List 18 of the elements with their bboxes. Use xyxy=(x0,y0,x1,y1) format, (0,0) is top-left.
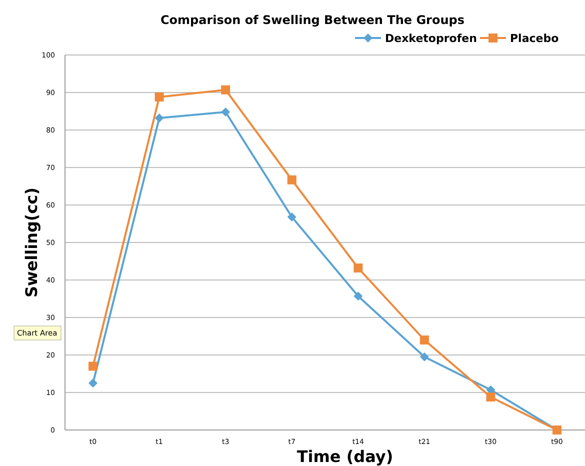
legend-label: Placebo xyxy=(510,32,560,45)
point xyxy=(354,292,363,301)
chart-title: Comparison of Swelling Between The Groups xyxy=(160,13,464,27)
point xyxy=(486,392,496,402)
point xyxy=(221,85,230,94)
y-axis-title: Swelling(cc) xyxy=(22,187,41,298)
point xyxy=(420,352,429,362)
point xyxy=(287,175,296,184)
legend-label: Dexketoprofen xyxy=(385,32,477,45)
point xyxy=(88,378,98,388)
point xyxy=(354,264,363,272)
point xyxy=(287,212,296,222)
x-axis-title: Time (day) xyxy=(296,447,394,466)
point xyxy=(88,362,98,371)
point xyxy=(154,92,164,102)
point xyxy=(221,108,230,116)
point xyxy=(420,336,429,344)
point xyxy=(154,114,164,122)
